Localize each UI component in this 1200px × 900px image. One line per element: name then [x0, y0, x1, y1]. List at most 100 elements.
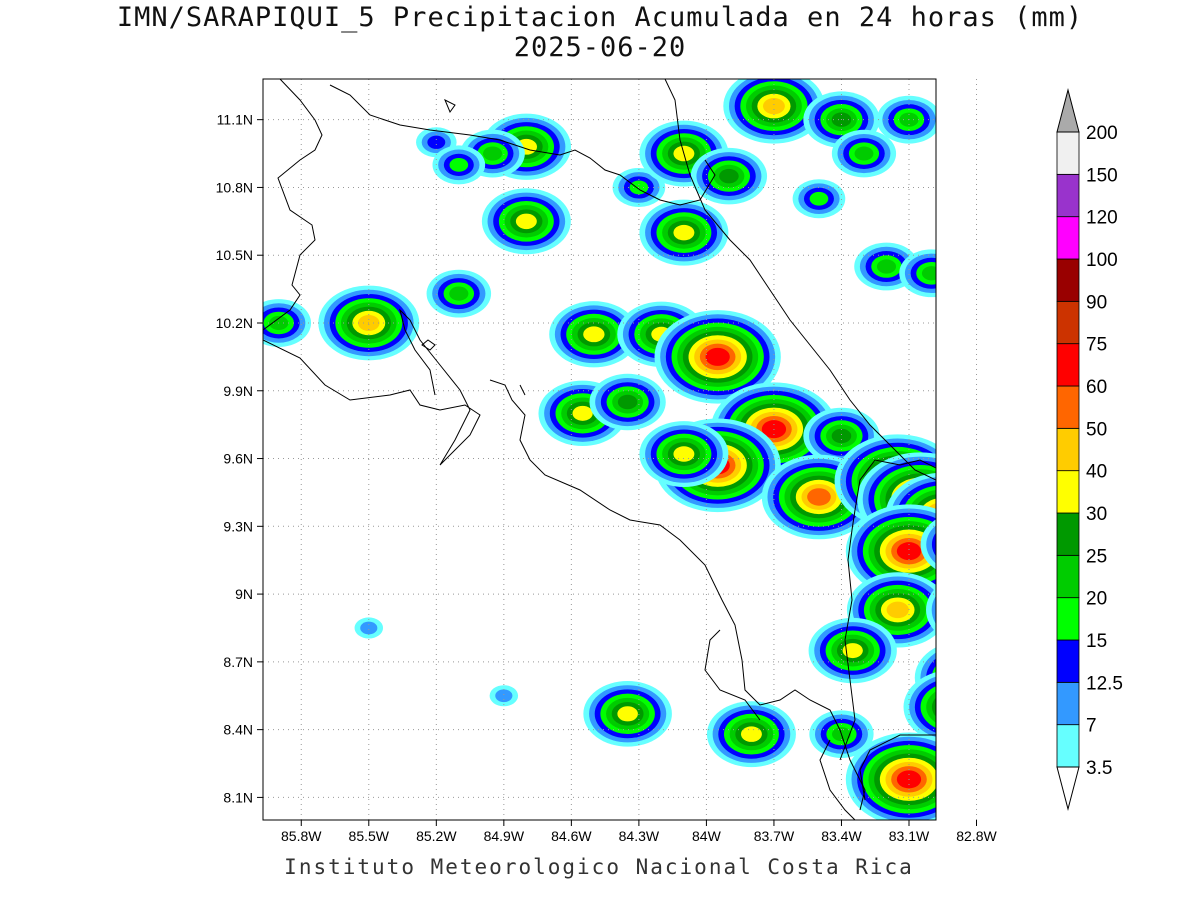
- rain-cell: [947, 766, 1073, 860]
- rain-contour-band: [987, 796, 1034, 831]
- lat-tick-label: 8.7N: [223, 654, 253, 670]
- lat-tick-label: 9.6N: [223, 451, 253, 467]
- rain-contour-band: [938, 524, 993, 565]
- rain-contour-band: [572, 405, 593, 421]
- rain-contour-band: [992, 800, 1028, 826]
- rain-cell: [426, 269, 492, 318]
- rain-cell: [792, 179, 846, 219]
- legend-level-label: 120: [1086, 208, 1118, 229]
- rain-contour-band: [931, 665, 936, 690]
- country-border: [329, 79, 936, 761]
- legend-level-label: 200: [1086, 123, 1118, 144]
- rain-contour-band: [926, 525, 936, 564]
- rain-contour-band: [966, 547, 1032, 596]
- legend-level-label: 15: [1086, 631, 1107, 652]
- rain-cell: [263, 299, 312, 347]
- legend-swatch: [1056, 131, 1080, 175]
- rain-contour-band: [937, 657, 993, 698]
- legend-swatch: [1056, 343, 1080, 387]
- rain-cell: [354, 617, 384, 639]
- lat-lon-grid: [257, 79, 978, 826]
- legend-swatch: [1056, 427, 1080, 472]
- rain-contour-band: [983, 560, 1015, 584]
- legend-swatch: [1056, 258, 1080, 302]
- rain-cell: [489, 685, 519, 707]
- rain-contour-band: [896, 542, 922, 561]
- rain-contour-band: [360, 621, 378, 635]
- lat-tick-label: 9.3N: [223, 518, 253, 534]
- legend-level-label: 90: [1086, 292, 1107, 313]
- rain-contour-band: [449, 286, 469, 301]
- rain-cell: [899, 249, 936, 298]
- legend-level-label: 30: [1086, 504, 1107, 525]
- rain-contour-band: [972, 551, 1027, 592]
- rain-cell: [903, 672, 971, 742]
- legend-swatch: [1056, 681, 1080, 726]
- lon-tick-label: 83.4W: [821, 828, 862, 844]
- rain-cell: [639, 421, 729, 487]
- rain-contour-band: [960, 543, 1038, 601]
- rain-contour-band: [954, 670, 976, 686]
- rain-contour-band: [955, 539, 1044, 605]
- rain-contour-band: [972, 630, 1027, 671]
- latitude-labels: 11.1N 10.8N 10.5N 10.2N 9.9N 9.6N 9.3N 9N 8.7N 8.…: [216, 112, 253, 806]
- map-title: IMN/SARAPIQUI_5 Precipitacion Acumulada …: [116, 2, 1084, 33]
- rain-contour-band: [449, 157, 469, 172]
- rain-contour-band: [943, 699, 965, 715]
- rain-cell: [549, 301, 639, 368]
- rain-contour-band: [938, 695, 971, 719]
- lat-tick-label: 10.2N: [216, 315, 253, 331]
- rain-contour-band: [495, 689, 513, 703]
- rain-contour-band: [926, 587, 936, 633]
- rain-contour-band: [705, 347, 730, 366]
- lon-tick-label: 85.5W: [349, 828, 390, 844]
- legend-swatch: [1056, 216, 1080, 260]
- legend-swatch: [1056, 385, 1080, 429]
- rain-cell: [876, 95, 936, 144]
- rain-cell: [690, 147, 768, 205]
- legend-level-label: 50: [1086, 419, 1107, 440]
- lon-tick-label: 84.6W: [551, 828, 592, 844]
- rain-contour-band: [943, 661, 987, 694]
- lat-tick-label: 9N: [235, 586, 253, 602]
- legend-level-label: 150: [1086, 165, 1118, 186]
- rain-contour-band: [926, 658, 936, 697]
- lat-tick-label: 8.4N: [223, 722, 253, 738]
- legend-level-label: 40: [1086, 462, 1107, 483]
- legend-swatch: [1056, 554, 1080, 599]
- rain-cell: [920, 519, 993, 570]
- rain-contour-band: [673, 224, 695, 241]
- credit-text: Instituto Meteorologico Nacional Costa R…: [284, 855, 914, 879]
- legend-swatch: [1056, 512, 1080, 556]
- map-frame: [262, 78, 937, 821]
- legend-level-label: 100: [1086, 250, 1118, 271]
- rain-cell: [706, 701, 796, 768]
- rain-contour-band: [989, 643, 1010, 659]
- rain-contour-band: [977, 555, 1021, 587]
- coastline: [263, 79, 936, 820]
- rain-contour-band: [807, 488, 831, 506]
- lon-tick-label: 83.1W: [889, 828, 930, 844]
- rain-cell: [926, 587, 936, 633]
- rain-cell: [583, 681, 672, 747]
- triangle-up-icon: [1056, 88, 1080, 133]
- rain-contour-band: [998, 804, 1022, 822]
- rain-contour-band: [427, 135, 446, 149]
- rain-cell: [589, 373, 666, 431]
- legend-swatch: [1056, 597, 1080, 641]
- lon-tick-label: 85.8W: [281, 828, 322, 844]
- rain-contour-band: [943, 528, 987, 561]
- legend-level-label: 20: [1086, 589, 1107, 610]
- legend-swatch: [1056, 724, 1080, 768]
- legend-level-label: 75: [1086, 335, 1107, 356]
- rain-contour-band: [921, 266, 936, 281]
- longitude-labels: 85.8W 85.5W 85.2W 84.9W 84.6W 84.3W 84W 83.7W 83…: [281, 828, 997, 844]
- color-legend: 3.5 7 12.5 15 20 25 30 40 50 60 75 90 100 120 150 200: [1056, 88, 1123, 811]
- rain-contour-band: [989, 564, 1010, 580]
- rain-contour-band: [842, 643, 863, 659]
- legend-level-label: 3.5: [1086, 758, 1112, 779]
- rain-cell: [481, 188, 571, 255]
- rain-contour-band: [763, 98, 785, 115]
- legend-swatch: [1056, 470, 1080, 514]
